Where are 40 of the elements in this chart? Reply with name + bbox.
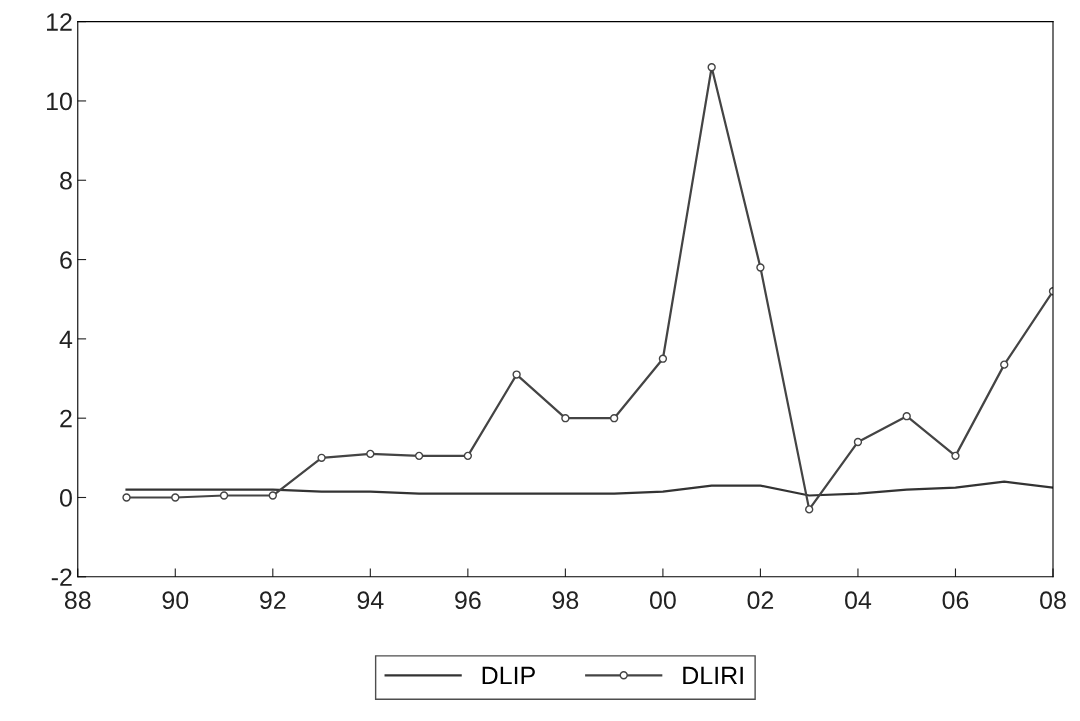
point xyxy=(268,491,277,500)
x-tick-label: 08 xyxy=(1040,591,1066,610)
x-tick-label: 02 xyxy=(747,591,774,610)
point xyxy=(561,414,570,423)
x-tick-label: 92 xyxy=(260,591,286,610)
x-tick-label: 96 xyxy=(455,591,481,610)
point xyxy=(317,453,326,463)
point xyxy=(414,451,424,461)
point xyxy=(171,493,180,502)
y-tick-label: 6 xyxy=(60,251,72,269)
y-tick-label: 0 xyxy=(59,489,72,507)
point xyxy=(1000,360,1009,369)
point xyxy=(512,370,521,379)
point xyxy=(902,412,911,421)
legend-label: DLIP xyxy=(482,666,535,685)
point xyxy=(122,493,131,502)
x-tick-label: 90 xyxy=(162,591,189,610)
point xyxy=(463,451,473,461)
y-tick-label: 8 xyxy=(60,171,72,190)
y-tick-label: 4 xyxy=(59,330,73,348)
point xyxy=(951,451,960,461)
x-tick-label: 94 xyxy=(357,591,384,610)
x-tick-label: 00 xyxy=(649,591,676,610)
point xyxy=(756,263,765,272)
point xyxy=(219,491,229,500)
x-tick-label: 04 xyxy=(845,591,872,610)
point xyxy=(805,505,814,514)
x-tick-label: 98 xyxy=(552,591,579,610)
y-tick-label: 10 xyxy=(47,92,72,111)
x-tick-label: 88 xyxy=(64,591,91,610)
y-tick-label: 12 xyxy=(47,13,72,31)
point xyxy=(853,437,863,447)
point xyxy=(366,449,375,459)
point xyxy=(658,354,668,363)
y-tick-label: 2 xyxy=(60,409,72,428)
y-tick-label: -2 xyxy=(51,568,72,586)
x-tick-label: 06 xyxy=(942,591,969,610)
legend-label: DLIRI xyxy=(683,666,743,685)
point xyxy=(609,414,619,423)
point xyxy=(707,63,716,72)
